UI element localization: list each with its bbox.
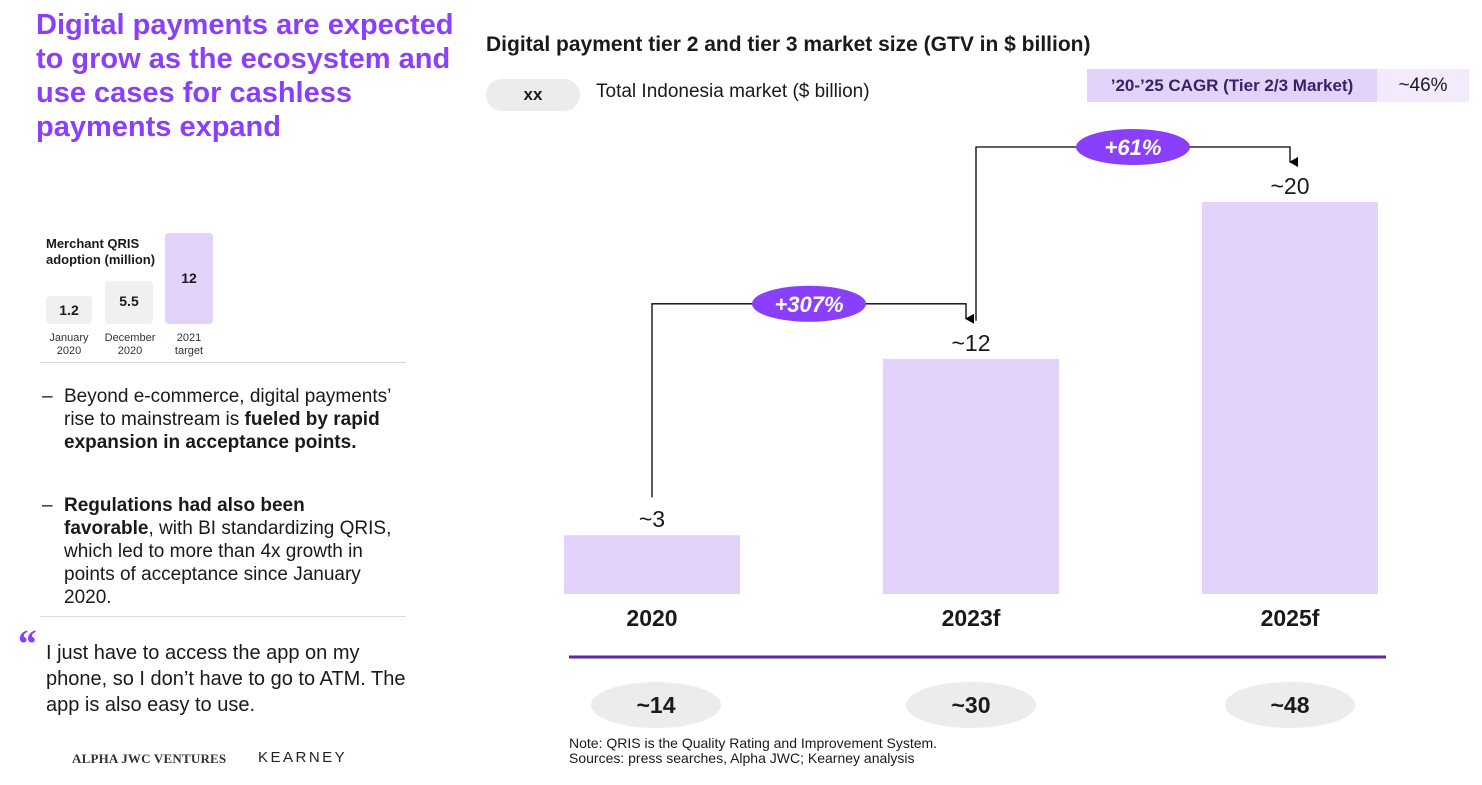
qris-caption-line: target — [174, 345, 204, 357]
qris-bar-dec-2020: 5.5 — [105, 281, 153, 324]
qris-label: Merchant QRIS adoption (million) — [46, 236, 156, 267]
legend-total-text: Total Indonesia market ($ billion) — [596, 81, 870, 102]
cagr-label: ’20-’25 CAGR (Tier 2/3 Market) — [1087, 69, 1377, 102]
qris-caption-line: December — [104, 332, 156, 344]
total-label: ~30 — [951, 692, 990, 718]
qris-caption-line: January — [49, 332, 89, 344]
growth-label: +61% — [1105, 135, 1162, 160]
qris-value: 12 — [181, 270, 197, 286]
qris-caption: 2021 target — [160, 332, 218, 358]
bullet-emphasis: Regulations had also been favorable — [64, 495, 305, 539]
qris-caption: December 2020 — [97, 332, 163, 358]
bullet-regulations: – Regulations had also been favorable, w… — [42, 494, 397, 609]
growth-label: +307% — [774, 292, 843, 317]
qris-bar-2021-target: 12 — [165, 233, 213, 324]
qris-value: 5.5 — [119, 293, 139, 309]
cagr-value: ~46% — [1377, 69, 1469, 102]
qris-caption-line: 2021 — [176, 332, 202, 344]
legend-total-pill: xx — [486, 79, 580, 111]
value-label: ~12 — [951, 330, 990, 356]
total-pill — [1225, 682, 1355, 728]
bar-2023f — [883, 358, 1059, 594]
qris-bar-jan-2020: 1.2 — [46, 296, 92, 324]
growth-badge — [752, 285, 866, 322]
category-label: 2023f — [942, 605, 1001, 631]
footnote-sources: Sources: press searches, Alpha JWC; Kear… — [569, 750, 915, 766]
bullet-dash: – — [42, 495, 53, 516]
bullet-text: Beyond e-commerce, digital payments’ ris… — [64, 386, 391, 430]
total-label: ~48 — [1270, 692, 1309, 718]
qris-caption: January 2020 — [38, 332, 100, 358]
growth-badge — [1076, 129, 1190, 165]
alpha-jwc-logo: ALPHA JWC VENTURES — [72, 751, 227, 766]
footnote: Note: QRIS is the Quality Rating and Imp… — [569, 736, 937, 766]
bar-2025f — [1202, 202, 1378, 594]
divider — [40, 362, 406, 363]
divider — [40, 616, 406, 617]
bullet-text: , with BI standardizing QRIS, which led … — [64, 518, 392, 608]
bullet-emphasis: fueled by rapid expansion in acceptance … — [64, 409, 380, 453]
kearney-logo: KEARNEY — [258, 749, 348, 766]
qris-value: 1.2 — [59, 302, 79, 318]
headline: Digital payments are expected to grow as… — [36, 9, 454, 143]
chart-title: Digital payment tier 2 and tier 3 market… — [486, 33, 1091, 56]
qris-caption-line: 2020 — [56, 345, 82, 357]
category-label: 2025f — [1261, 605, 1320, 631]
total-pill — [591, 682, 721, 728]
qris-caption-line: 2020 — [117, 345, 143, 357]
total-label: ~14 — [636, 692, 675, 718]
customer-quote: I just have to access the app on my phon… — [46, 642, 406, 716]
footnote-note: Note: QRIS is the Quality Rating and Imp… — [569, 735, 938, 751]
bullet-ecommerce: – Beyond e-commerce, digital payments’ r… — [42, 385, 397, 454]
bar-2020 — [564, 535, 740, 594]
value-label: ~3 — [639, 506, 665, 532]
bullet-dash: – — [42, 386, 53, 407]
value-label: ~20 — [1270, 173, 1309, 199]
quote-mark-icon: “ — [16, 621, 36, 666]
category-label: 2020 — [626, 605, 677, 631]
total-pill — [906, 682, 1036, 728]
